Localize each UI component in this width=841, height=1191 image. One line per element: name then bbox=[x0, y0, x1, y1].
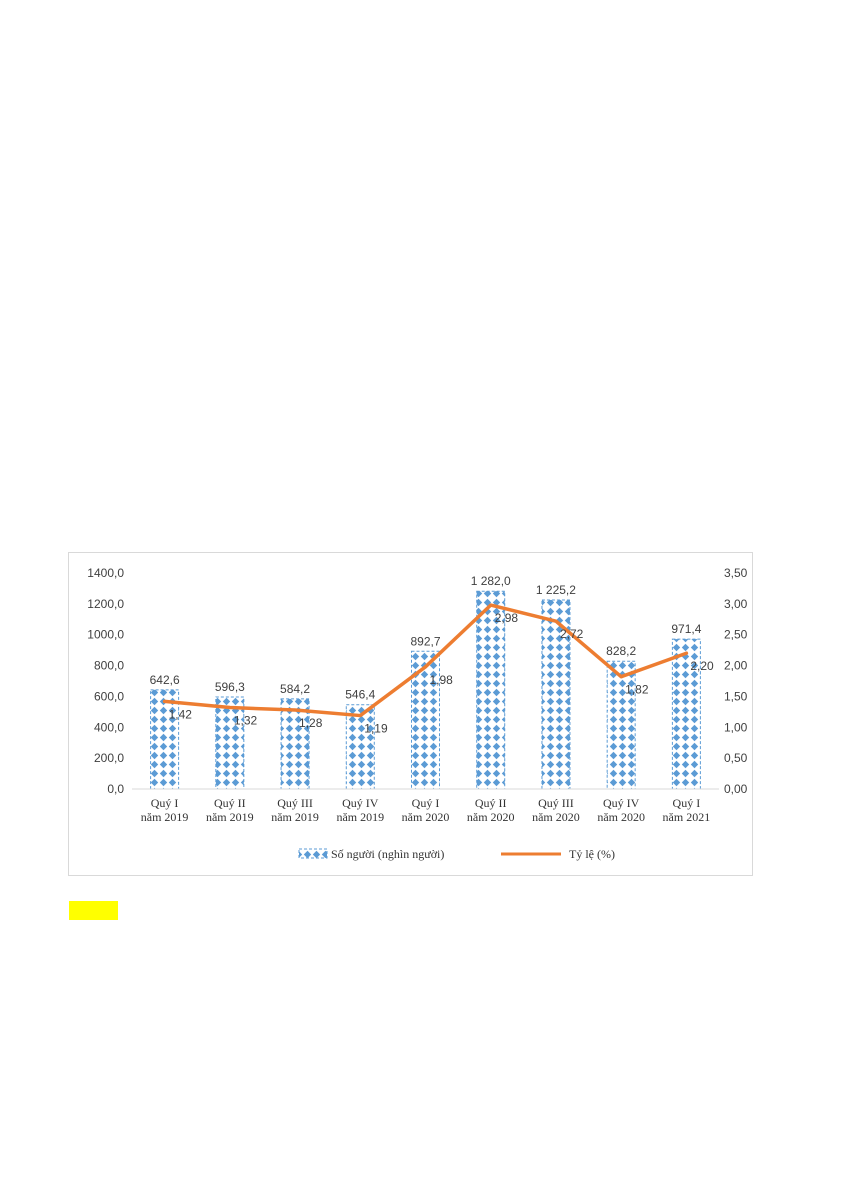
y-left-tick-7: 1200,0 bbox=[87, 597, 124, 611]
highlight-marker bbox=[69, 901, 118, 920]
bar-1 bbox=[150, 689, 180, 790]
category-label-4: Quý IV năm 2019 bbox=[336, 796, 384, 824]
y-left-tick-2: 200,0 bbox=[94, 751, 124, 765]
rate-point-4 bbox=[358, 714, 362, 718]
combo-chart: 642,6 596,3 584,2 546,4 892,7 1 282,0 1 225,2 8… bbox=[87, 566, 748, 861]
rate-point-2 bbox=[228, 706, 232, 710]
y-left-tick-4: 600,0 bbox=[94, 689, 124, 703]
bar-6 bbox=[476, 590, 506, 790]
bar-label-4: 546,4 bbox=[345, 688, 375, 702]
y-left-tick-1: 0,0 bbox=[107, 782, 124, 796]
rate-label-8: 1,82 bbox=[625, 683, 649, 697]
y-left-tick-6: 1000,0 bbox=[87, 628, 124, 642]
rate-label-6: 2,98 bbox=[495, 611, 519, 625]
category-label-2: Quý II năm 2019 bbox=[206, 796, 254, 824]
legend-bar-swatch bbox=[298, 848, 328, 859]
bar-label-2: 596,3 bbox=[215, 680, 245, 694]
y-left-tick-8: 1400,0 bbox=[87, 566, 124, 580]
rate-label-1: 1,42 bbox=[169, 707, 193, 721]
y-left-tick-5: 800,0 bbox=[94, 659, 124, 673]
category-label-6: Quý II năm 2020 bbox=[467, 796, 515, 824]
rate-label-9: 2,20 bbox=[690, 659, 714, 673]
bar-label-9: 971,4 bbox=[671, 622, 701, 636]
y-right-tick-2: 0,50 bbox=[724, 751, 748, 765]
bar-9 bbox=[671, 638, 701, 790]
rate-point-6 bbox=[489, 603, 493, 607]
rate-point-1 bbox=[163, 699, 167, 703]
rate-label-7: 2,72 bbox=[560, 627, 584, 641]
bar-2 bbox=[215, 696, 245, 790]
category-label-3: Quý III năm 2019 bbox=[271, 796, 319, 824]
y-right-tick-6: 2,50 bbox=[724, 628, 748, 642]
rate-label-5: 1,98 bbox=[430, 673, 454, 687]
rate-point-7 bbox=[554, 619, 558, 623]
y-right-tick-7: 3,00 bbox=[724, 597, 748, 611]
bar-3 bbox=[280, 698, 310, 790]
category-label-8: Quý IV năm 2020 bbox=[597, 796, 645, 824]
bar-label-5: 892,7 bbox=[410, 634, 440, 648]
rate-point-5 bbox=[424, 665, 427, 669]
bar-4 bbox=[345, 704, 375, 790]
rate-point-9 bbox=[684, 651, 688, 655]
y-right-tick-8: 3,50 bbox=[724, 566, 748, 580]
legend-bar-label: Số người (nghìn người) bbox=[331, 847, 444, 861]
rate-point-3 bbox=[293, 708, 297, 712]
bar-label-7: 1 225,2 bbox=[536, 583, 576, 597]
bar-7 bbox=[541, 599, 571, 790]
y-right-tick-5: 2,00 bbox=[724, 659, 748, 673]
chart-container: 642,6 596,3 584,2 546,4 892,7 1 282,0 1 225,2 8… bbox=[68, 552, 753, 876]
bar-label-1: 642,6 bbox=[150, 673, 180, 687]
y-left-tick-3: 400,0 bbox=[94, 720, 124, 734]
y-right-tick-4: 1,50 bbox=[724, 689, 748, 703]
rate-point-8 bbox=[619, 675, 623, 679]
y-right-tick-3: 1,00 bbox=[724, 720, 748, 734]
rate-label-3: 1,28 bbox=[299, 716, 323, 730]
bar-label-8: 828,2 bbox=[606, 644, 636, 658]
category-label-7: Quý III năm 2020 bbox=[532, 796, 580, 824]
y-right-tick-1: 0,00 bbox=[724, 782, 748, 796]
bar-label-3: 584,2 bbox=[280, 682, 310, 696]
bar-label-6: 1 282,0 bbox=[471, 574, 511, 588]
legend-line-label: Tỷ lệ (%) bbox=[569, 847, 615, 861]
bar-8 bbox=[606, 660, 636, 790]
rate-label-2: 1,32 bbox=[234, 714, 258, 728]
rate-label-4: 1,19 bbox=[364, 722, 388, 736]
